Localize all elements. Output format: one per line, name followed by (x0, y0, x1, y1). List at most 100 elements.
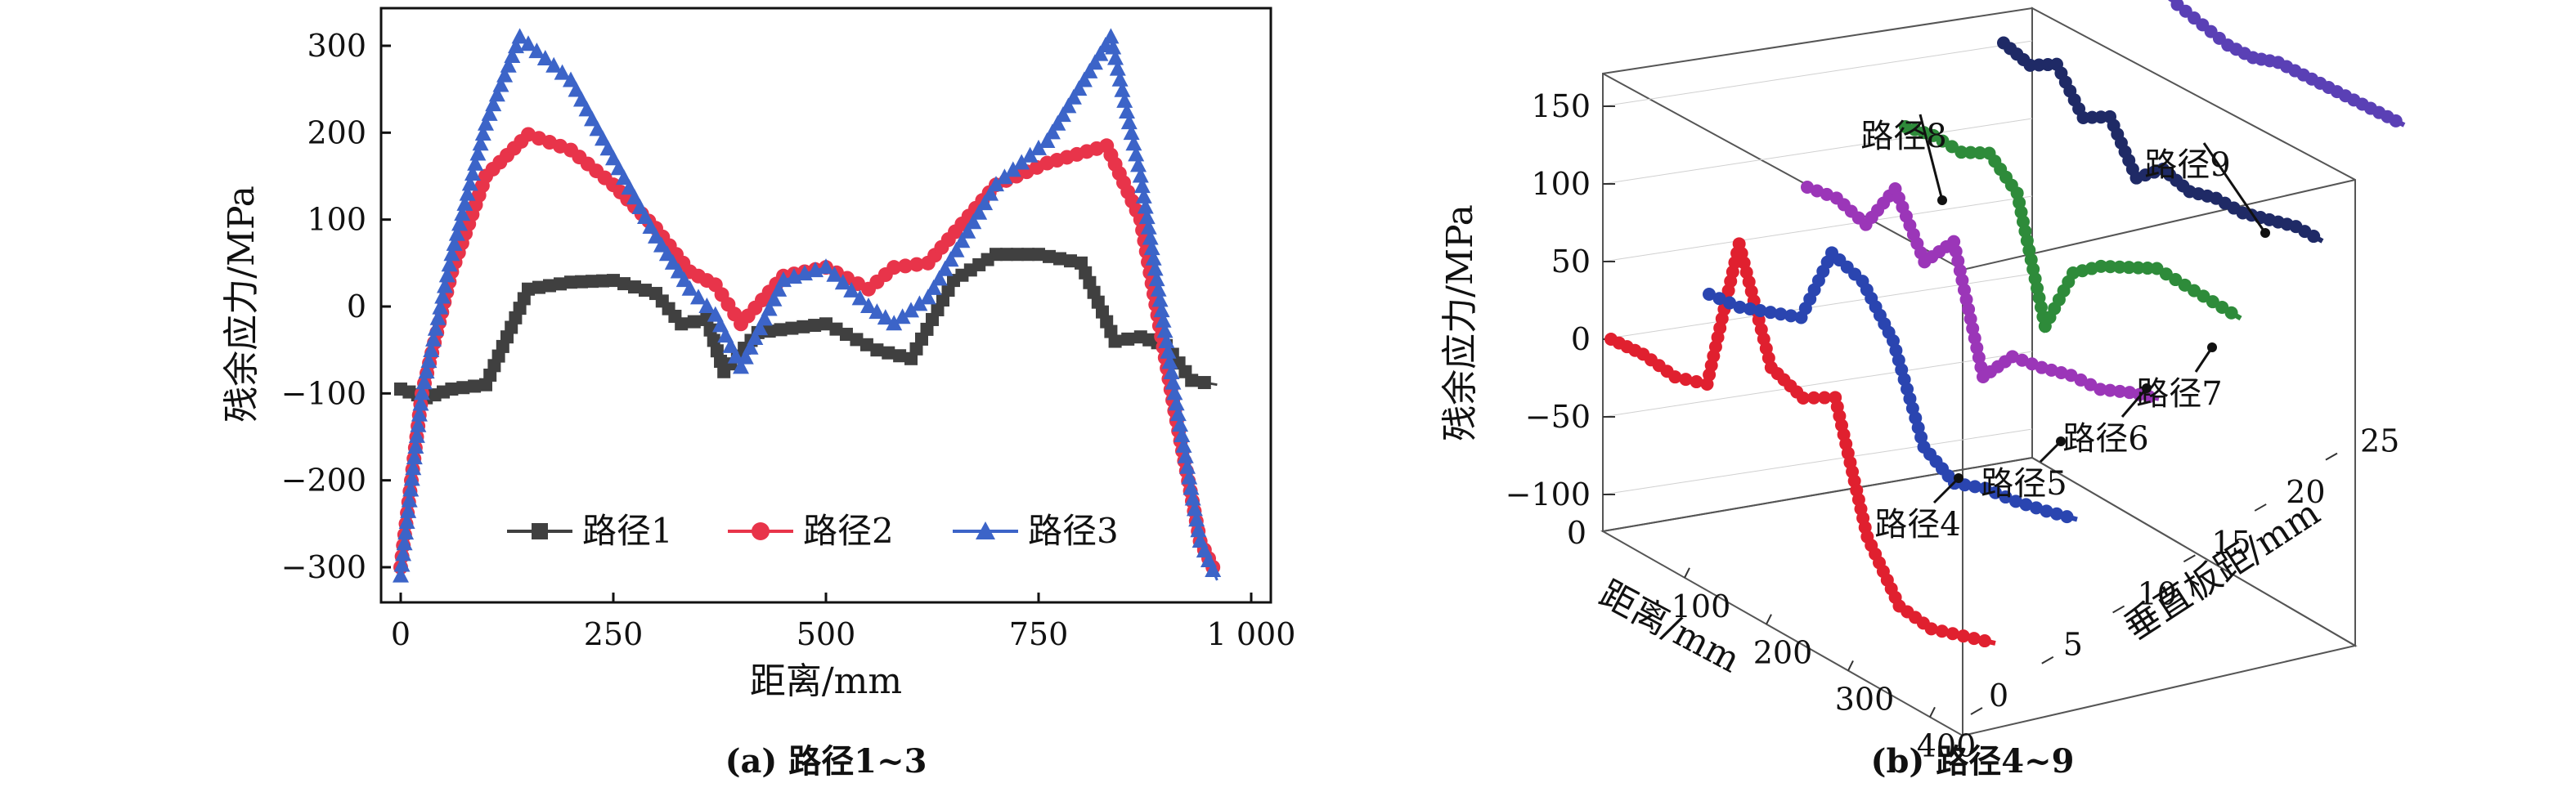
legend-label-1: 路径1 (582, 511, 673, 551)
point-series-3 (454, 205, 471, 221)
point-series-1 (1021, 248, 1034, 262)
point-series-1 (1064, 254, 1077, 268)
x-tick-mark-b (1766, 614, 1772, 625)
depth-tick-mark-b (2325, 452, 2338, 461)
panel-b: 150100500−50−10001002003004000510152025 … (1439, 0, 2406, 781)
y-tick-label-a: −100 (281, 375, 366, 411)
point-series-3 (722, 337, 739, 353)
annotation-arrowhead (2142, 383, 2152, 393)
caption-a: (a) 路径1~3 (725, 742, 927, 781)
point-series-1 (774, 323, 788, 337)
annotation-arrowhead (1937, 195, 1947, 205)
point-series-1 (710, 344, 724, 358)
annotation-label: 路径8 (1860, 118, 1946, 155)
point-series-b-8 (2307, 230, 2321, 244)
point-series-1 (785, 321, 799, 335)
point-series-3 (492, 76, 509, 92)
point-series-b-5 (1753, 304, 1767, 318)
point-series-3 (1148, 271, 1165, 287)
depth-tick-mark-b (2254, 503, 2267, 512)
x-tick-label-a: 250 (584, 616, 644, 652)
point-series-3 (434, 288, 451, 304)
annotation-label: 路径9 (2144, 146, 2230, 184)
point-series-3 (1169, 405, 1187, 422)
point-series-3 (395, 545, 412, 562)
point-series-3 (441, 256, 458, 272)
series-line-2 (399, 132, 1218, 577)
point-series-1 (543, 279, 556, 293)
y-axis-label-b: 残余应力/MPa (1439, 204, 1481, 441)
point-series-3 (1137, 198, 1154, 214)
annotation-arrowhead (2056, 436, 2066, 446)
point-series-3 (1114, 81, 1131, 97)
point-series-b-5 (1744, 302, 1757, 315)
point-series-3 (834, 274, 851, 290)
series-line-b-8 (2002, 41, 2324, 244)
point-series-3 (886, 315, 903, 331)
point-series-1 (819, 317, 832, 331)
point-series-3 (1119, 102, 1135, 119)
point-series-3 (520, 35, 536, 51)
point-series-b-6 (2074, 373, 2088, 387)
point-series-b-7 (2122, 261, 2136, 275)
point-series-3 (1165, 374, 1182, 390)
point-series-1 (1032, 248, 1045, 262)
point-series-3 (954, 232, 971, 248)
point-series-3 (605, 150, 622, 166)
outer-frame (1602, 73, 2356, 271)
y-tick-label-a: 200 (307, 114, 366, 150)
point-series-2 (898, 258, 913, 274)
point-series-3 (1177, 447, 1194, 463)
point-series-3 (1065, 88, 1082, 105)
point-series-3 (826, 266, 843, 282)
point-series-3 (1186, 500, 1203, 517)
legend-marker-1 (532, 523, 548, 539)
point-series-3 (459, 185, 476, 201)
point-series-3 (1070, 80, 1088, 96)
point-series-b-5 (1703, 288, 1716, 301)
point-series-3 (1142, 229, 1159, 245)
z-tick-label-b: 50 (1551, 244, 1591, 280)
legend-label-2: 路径2 (803, 511, 894, 551)
point-series-3 (1043, 123, 1061, 140)
point-series-1 (586, 275, 599, 289)
point-series-3 (595, 130, 611, 146)
point-series-3 (1155, 311, 1172, 328)
point-series-3 (690, 289, 707, 305)
point-series-3 (996, 168, 1013, 185)
point-series-3 (1138, 208, 1156, 225)
point-series-3 (448, 225, 465, 241)
z-tick-label-b: −50 (1525, 399, 1591, 435)
point-series-1 (882, 346, 895, 360)
annotation-arrow (1932, 477, 1960, 504)
point-series-b-5 (1774, 307, 1788, 321)
z-tick-label-b: −100 (1506, 477, 1591, 512)
point-series-1 (703, 323, 717, 337)
point-series-b-4 (1679, 373, 1693, 387)
point-series-b-6 (2064, 369, 2078, 383)
point-series-1 (554, 277, 567, 291)
point-series-1 (522, 282, 535, 296)
grid-line-b (1602, 351, 2033, 418)
depth-tick-mark-b (2041, 656, 2054, 664)
point-series-3 (488, 86, 505, 102)
point-series-3 (931, 270, 948, 286)
point-series-1 (1108, 334, 1122, 348)
x-tick-label-b: 400 (1917, 727, 1977, 763)
depth-tick-label-b: 20 (2286, 474, 2325, 510)
point-series-b-7 (2094, 259, 2108, 273)
point-series-3 (481, 105, 498, 121)
point-series-3 (1168, 395, 1185, 411)
depth-tick-label-b: 5 (2063, 627, 2083, 663)
point-series-b-5 (1978, 481, 1992, 495)
point-series-3 (1081, 62, 1098, 78)
point-series-1 (596, 274, 609, 288)
point-series-3 (1147, 260, 1164, 276)
point-series-3 (1166, 384, 1183, 400)
point-series-b-5 (1968, 480, 1981, 494)
point-series-3 (1183, 479, 1200, 495)
point-series-3 (446, 235, 463, 251)
depth-tick-label-b: 10 (2138, 575, 2177, 611)
point-series-3 (1184, 490, 1201, 506)
